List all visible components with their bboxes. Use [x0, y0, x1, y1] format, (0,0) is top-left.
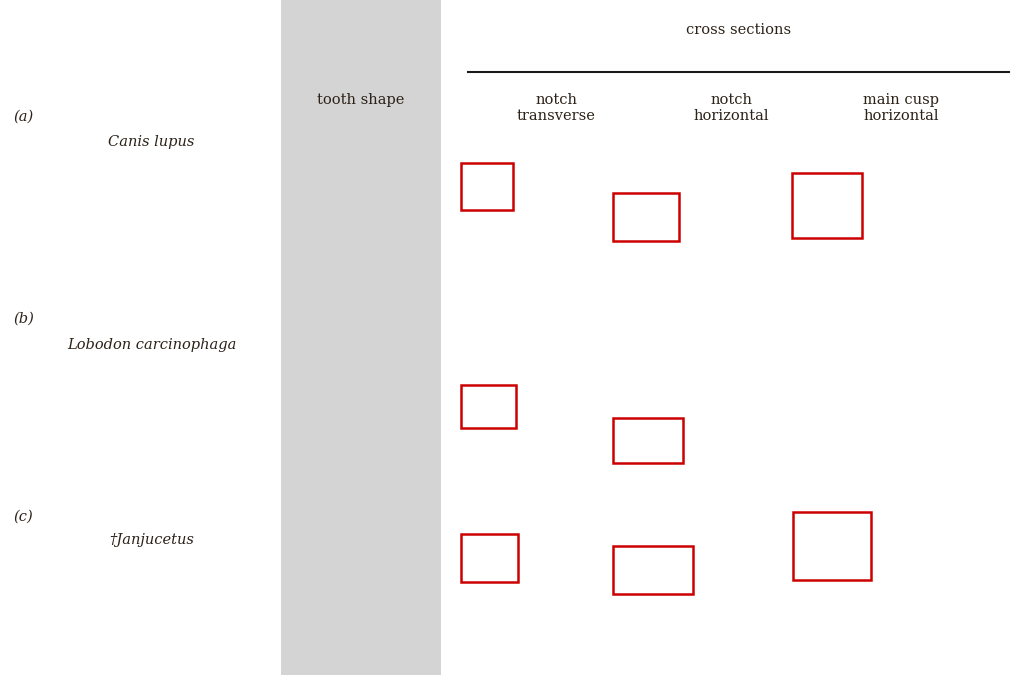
Text: notch
transverse: notch transverse — [516, 93, 596, 124]
Bar — [461, 163, 513, 210]
Bar — [281, 0, 441, 675]
Bar — [461, 385, 516, 428]
Text: cross sections: cross sections — [686, 23, 791, 37]
Bar — [793, 512, 871, 580]
Text: main cusp
horizontal: main cusp horizontal — [863, 93, 939, 124]
Bar — [461, 534, 518, 582]
Bar — [613, 546, 693, 594]
Text: Lobodon carcinophaga: Lobodon carcinophaga — [67, 338, 237, 352]
Text: tooth shape: tooth shape — [317, 93, 404, 107]
Text: notch
horizontal: notch horizontal — [693, 93, 769, 124]
Bar — [441, 0, 1024, 675]
Text: Canis lupus: Canis lupus — [109, 135, 195, 149]
Bar — [0, 0, 281, 675]
Text: (b): (b) — [13, 312, 34, 326]
Bar — [613, 193, 679, 241]
Text: (c): (c) — [13, 510, 33, 524]
Text: †Janjucetus: †Janjucetus — [110, 533, 194, 547]
Text: (a): (a) — [13, 109, 34, 124]
Bar — [792, 173, 862, 238]
Bar — [613, 418, 683, 463]
